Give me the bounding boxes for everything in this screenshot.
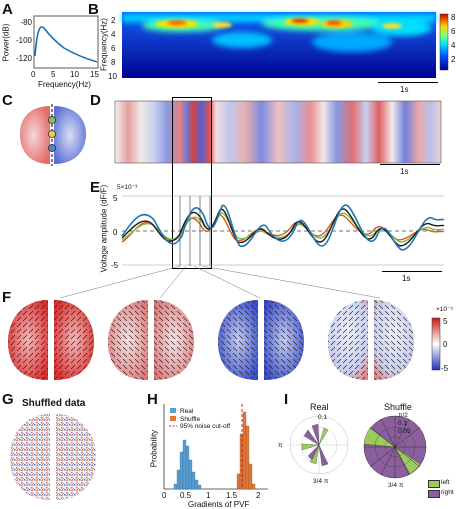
panel-f-cbar-neg5: -5	[441, 364, 449, 373]
panel-e-ytick-0: 0	[113, 228, 118, 237]
panel-a-ytick-1: -80	[20, 18, 32, 27]
panel-f-colorbar	[431, 317, 441, 371]
panel-h-legend-real: Real	[180, 408, 194, 415]
panel-a-ytick-2: -100	[15, 36, 32, 45]
panel-i-legend-right-swatch	[428, 490, 440, 498]
panel-i-legend-right: right	[441, 489, 454, 496]
panel-h-legend-shuffle: Shuffle	[180, 416, 201, 423]
panel-h-xtick-15: 1.5	[226, 491, 238, 500]
panel-label-i: I	[284, 391, 289, 408]
panel-h-xtick-2: 2	[256, 491, 261, 500]
panel-d-scalebar-label: 1s	[400, 167, 409, 176]
panel-i-real-angle-pi: π	[278, 442, 283, 449]
panel-b-ylabel-wrap: Frequency(Hz)	[98, 14, 110, 76]
panel-i-legend-left: left	[441, 479, 450, 486]
panel-i-real-angle-bottom: 3/4 π	[313, 478, 329, 485]
panel-a-plot	[33, 15, 99, 69]
panel-a-xtick-15: 15	[90, 70, 99, 79]
panel-b-cbar-4: 4	[451, 41, 456, 50]
panel-h-xlabel: Gradients of PVF	[188, 500, 250, 509]
panel-e-ytick-5: 5	[113, 194, 118, 203]
panel-e-exponent: 5×10⁻³	[117, 184, 138, 191]
highlight-window-box	[172, 97, 212, 269]
panel-label-g: G	[2, 391, 14, 408]
panel-label-b: B	[88, 1, 99, 18]
panel-f-cbar-5: 5	[443, 317, 448, 326]
panel-b-cbar-8: 8	[451, 13, 456, 22]
panel-a-ylabel-wrap: Power(dB)	[0, 14, 12, 76]
panel-e-scalebar	[382, 271, 442, 272]
panel-b-ylabel: Frequency(Hz)	[99, 18, 109, 71]
panel-i-legend-left-swatch	[428, 480, 440, 488]
panel-b-spectrogram	[122, 12, 436, 78]
panel-b-scalebar	[378, 82, 438, 83]
panel-e-ytick-neg5: -5	[111, 261, 119, 270]
panel-h-xtick-1: 1	[206, 491, 211, 500]
panel-h-ylabel: Probability	[149, 429, 159, 468]
panel-f-map-1	[8, 300, 94, 380]
panel-b-colorbar	[439, 13, 449, 71]
panel-h-xtick-0: 0	[162, 491, 167, 500]
panel-e-ylabel: Voltage amplitude (dF/F)	[99, 184, 109, 273]
panel-h-histogram	[163, 404, 268, 490]
panel-f-cbar-exponent: ×10⁻³	[436, 306, 453, 313]
panel-a-ytick-3: -120	[15, 54, 32, 63]
panel-f-map-3	[218, 300, 304, 380]
panel-label-h: H	[147, 391, 158, 408]
panel-f-connector-lines	[59, 265, 381, 299]
panel-a-xtick-5: 5	[51, 70, 56, 79]
panel-h-legend-cutoff: 95% noise cut-off	[180, 423, 231, 430]
panel-i-real-radial: 0.1	[318, 414, 328, 421]
panel-i-shuffle-polar	[363, 415, 427, 479]
panel-b-ytick-2: 2	[111, 16, 116, 25]
panel-label-f: F	[2, 289, 12, 306]
panel-a-ylabel: Power(dB)	[1, 23, 11, 62]
panel-e-scalebar-label: 1s	[402, 274, 411, 283]
panel-b-ytick-10: 10	[108, 72, 117, 81]
panel-label-c: C	[2, 92, 13, 109]
panel-a-xtick-10: 10	[70, 70, 79, 79]
panel-i-real-title: Real	[310, 402, 329, 412]
panel-a-xtick-0: 0	[31, 70, 36, 79]
panel-h-ylabel-wrap: Probability	[148, 410, 160, 490]
panel-i-shuffle-radial-1: 0.1	[398, 420, 408, 427]
panel-f-map-2	[108, 300, 194, 380]
panel-d-scalebar	[380, 164, 440, 165]
panel-g-shuffled-map	[10, 414, 96, 500]
panel-b-scalebar-label: 1s	[400, 85, 409, 94]
panel-label-d: D	[90, 92, 101, 109]
panel-i-real-polar	[289, 415, 349, 475]
panel-a-xlabel: Frequency(Hz)	[38, 80, 91, 89]
panel-b-cbar-6: 6	[451, 27, 456, 36]
panel-e-traces	[121, 195, 445, 266]
panel-b-ytick-6: 6	[111, 44, 116, 53]
panel-f-map-4	[328, 300, 414, 380]
panel-label-e: E	[90, 179, 101, 196]
panel-b-ytick-4: 4	[111, 30, 116, 39]
panel-c-brain-map	[20, 104, 86, 166]
panel-label-a: A	[2, 1, 13, 18]
panel-b-ytick-8: 8	[111, 58, 116, 67]
panel-i-shuffle-radial-2: 0.05	[398, 428, 411, 435]
panel-b-cbar-2: 2	[451, 55, 456, 64]
panel-i-shuffle-angle-bottom: 3/4 π	[388, 482, 404, 489]
panel-i-shuffle-angle-top: π/2	[398, 412, 408, 419]
panel-h-xtick-05: 0.5	[180, 491, 192, 500]
panel-f-cbar-0: 0	[443, 340, 448, 349]
panel-e-ylabel-wrap: Voltage amplitude (dF/F)	[98, 185, 110, 273]
panel-d-voltage-image	[114, 100, 442, 164]
panel-i-shuffle-title: Shuffle	[384, 402, 412, 412]
panel-g-title: Shuffled data	[22, 398, 86, 409]
